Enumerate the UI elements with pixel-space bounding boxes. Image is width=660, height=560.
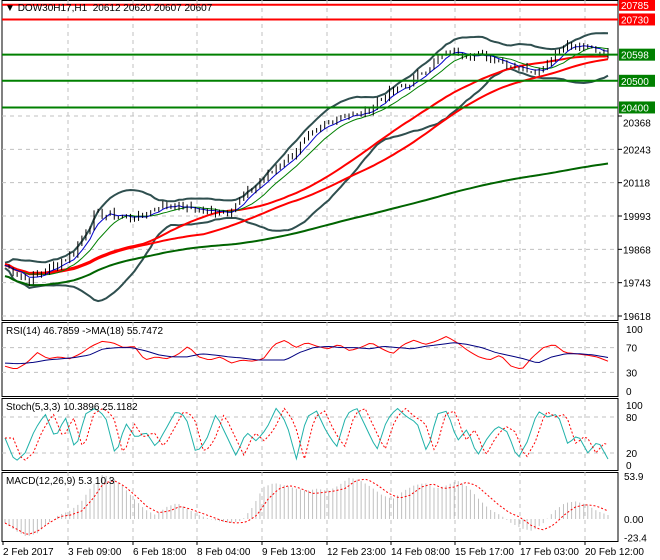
level-tag-label: 20785 xyxy=(621,1,649,12)
ma-200-line xyxy=(4,162,609,287)
time-axis-label: 3 Feb 09:00 xyxy=(68,547,122,558)
stoch-axis-label: 100 xyxy=(626,401,643,412)
chart-title: ▼ DOW30H17,H1 20612 20620 20607 20607 xyxy=(5,3,212,14)
rsi-label: RSI(14) 46.7859 ->MA(18) 55.7472 xyxy=(6,326,163,337)
macd-axis-label: -23.4 xyxy=(624,534,647,545)
rsi-axis-label: 0 xyxy=(626,387,632,398)
macd-axis-label: 53.9 xyxy=(624,472,644,483)
level-tag xyxy=(619,48,655,61)
price-axis-label: 20243 xyxy=(623,145,651,156)
ma-100-line xyxy=(4,58,609,276)
level-tag-label: 20500 xyxy=(621,77,649,88)
level-tag-label: 20730 xyxy=(621,15,649,26)
time-axis-label: 17 Feb 03:00 xyxy=(520,547,579,558)
time-axis-label: 20 Feb 12:00 xyxy=(585,547,644,558)
ma-fast-line xyxy=(4,45,609,278)
time-axis-label: 12 Feb 23:00 xyxy=(327,547,386,558)
bollinger-lower xyxy=(4,67,609,303)
level-tag xyxy=(619,13,655,26)
stoch-label: Stoch(5,3,3) 10.3896 25.1182 xyxy=(6,402,138,413)
level-tag-label: 20598 xyxy=(621,51,649,62)
macd-axis-label: 0.00 xyxy=(624,515,644,526)
symbol-label: DOW30H17,H1 xyxy=(17,3,88,14)
time-axis-label: 2 Feb 2017 xyxy=(3,547,54,558)
time-axis-label: 6 Feb 18:00 xyxy=(133,547,187,558)
time-axis-label: 8 Feb 04:00 xyxy=(197,547,251,558)
level-tag xyxy=(619,101,655,114)
level-tag xyxy=(619,74,655,87)
panel-frame-sto xyxy=(1,398,619,471)
macd-label: MACD(12,26,9) 5.3 10.3 xyxy=(6,476,115,487)
panel-frame-main xyxy=(1,0,619,321)
rsi-line xyxy=(4,336,609,370)
rsi-ma-line xyxy=(4,342,609,365)
price-axis-label: 19618 xyxy=(623,312,651,323)
stoch-main-line xyxy=(4,407,609,461)
panel-frame-macd xyxy=(1,472,619,542)
collapse-arrow-icon[interactable]: ▼ xyxy=(5,3,15,14)
price-axis-label: 20118 xyxy=(623,179,651,190)
ma-50-line xyxy=(4,55,609,274)
stoch-signal-line xyxy=(5,407,609,461)
macd-signal-line xyxy=(4,478,609,535)
rsi-axis-label: 70 xyxy=(626,344,638,355)
time-axis-label: 9 Feb 13:00 xyxy=(262,547,316,558)
bollinger-upper xyxy=(4,32,609,264)
time-axis-label: 15 Feb 17:00 xyxy=(455,547,514,558)
stoch-axis-label: 20 xyxy=(626,449,638,460)
stoch-axis-label: 0 xyxy=(626,461,632,472)
ohlc-values: 20612 20620 20607 20607 xyxy=(92,3,213,14)
time-axis-label: 14 Feb 08:00 xyxy=(391,547,450,558)
stoch-axis-label: 80 xyxy=(626,413,638,424)
ma-mid-line xyxy=(4,46,609,276)
price-axis-label: 19993 xyxy=(623,212,651,223)
rsi-axis-label: 30 xyxy=(626,368,638,379)
panel-frame-rsi xyxy=(1,322,619,397)
price-axis-label: 20368 xyxy=(623,118,651,129)
level-tag-label: 20400 xyxy=(621,103,649,114)
price-axis-label: 19868 xyxy=(623,245,651,256)
price-axis-label: 19743 xyxy=(623,279,651,290)
rsi-axis-label: 100 xyxy=(626,325,643,336)
level-tag xyxy=(619,0,655,11)
